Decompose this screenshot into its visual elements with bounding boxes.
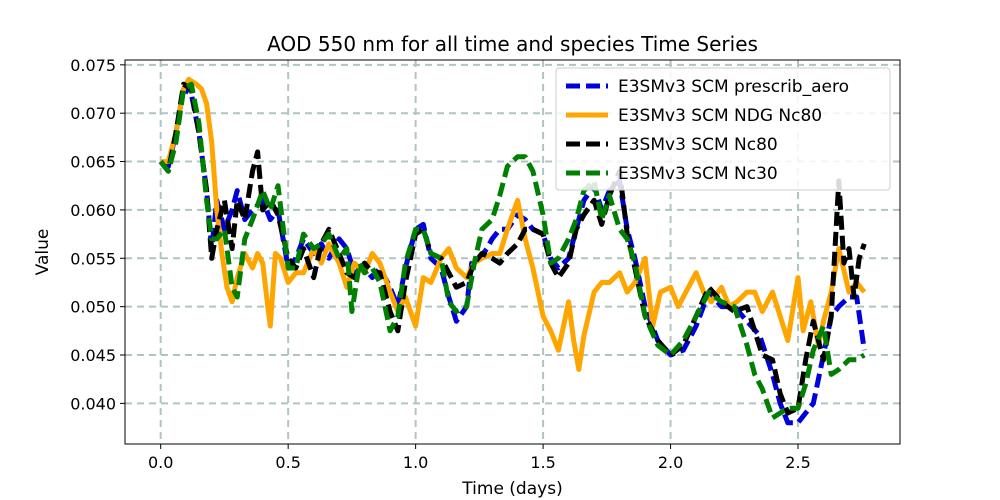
y-tick-label: 0.045 <box>70 346 116 365</box>
legend-label: E3SMv3 SCM prescrib_aero <box>618 77 849 97</box>
x-tick-label: 0.5 <box>275 453 300 472</box>
legend: E3SMv3 SCM prescrib_aero E3SMv3 SCM NDG N… <box>555 67 891 191</box>
x-tick-label: 2.0 <box>658 453 683 472</box>
y-tick-label: 0.040 <box>70 394 116 413</box>
legend-label: E3SMv3 SCM Nc30 <box>618 164 778 184</box>
chart-title: AOD 550 nm for all time and species Time… <box>267 32 758 56</box>
series-lines <box>158 76 867 426</box>
series-line-1 <box>160 76 867 372</box>
x-axis-label: Time (days) <box>461 479 562 499</box>
y-tick-label: 0.070 <box>70 104 116 123</box>
x-tick-label: 0.0 <box>148 453 173 472</box>
plot-frame <box>124 59 901 445</box>
x-tick-label: 1.5 <box>530 453 555 472</box>
legend-label: E3SMv3 SCM Nc80 <box>618 135 778 155</box>
y-tick-label: 0.050 <box>70 298 116 317</box>
series-line-2 <box>158 81 867 416</box>
y-tick-label: 0.055 <box>70 249 116 268</box>
series-line-3 <box>158 81 866 421</box>
y-tick-label: 0.060 <box>70 201 116 220</box>
y-tick-label: 0.075 <box>70 56 116 75</box>
x-tick-label: 2.5 <box>785 453 810 472</box>
x-tick-label: 1.0 <box>403 453 428 472</box>
y-axis-label: Value <box>33 229 53 276</box>
legend-label: E3SMv3 SCM NDG Nc80 <box>618 106 822 126</box>
y-tick-label: 0.065 <box>70 153 116 172</box>
axis-ticks: 0.0 0.5 1.0 1.5 2.0 2.5 0.040 0.045 0.050 0.055 0.… <box>70 56 811 472</box>
legend-box <box>555 67 891 191</box>
